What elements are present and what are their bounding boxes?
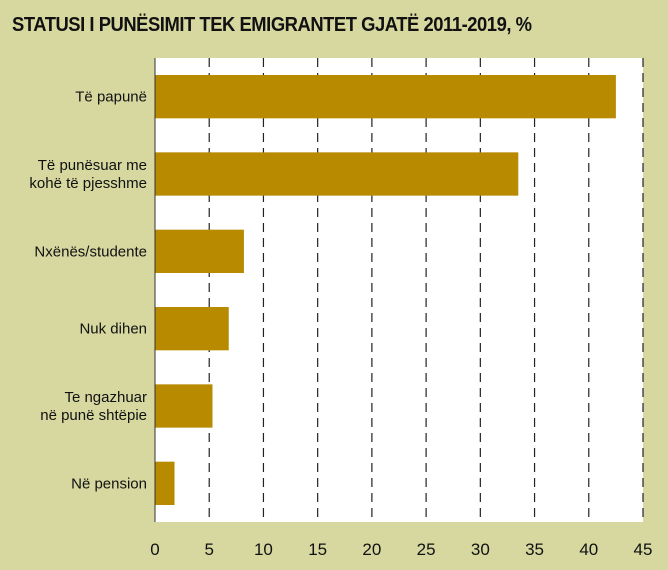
bar [155, 75, 616, 119]
bars [155, 75, 616, 505]
x-tick-label: 0 [150, 540, 159, 559]
x-tick-label: 20 [362, 540, 381, 559]
category-label: Në pension [71, 475, 147, 492]
bar [155, 307, 229, 351]
category-label: Të papunë [75, 89, 147, 106]
category-label: Të punësuar me kohë të pjesshme [29, 157, 147, 192]
chart-title: STATUSI I PUNËSIMIT TEK EMIGRANTET GJATË… [12, 14, 532, 36]
x-tick-label: 40 [579, 540, 598, 559]
bar [155, 229, 244, 273]
x-tick-label: 30 [471, 540, 490, 559]
bar [155, 461, 175, 505]
x-tick-label: 35 [525, 540, 544, 559]
bar [155, 152, 519, 196]
x-tick-label: 10 [254, 540, 273, 559]
category-labels: Të papunë Të punësuar me kohë të pjesshme N… [29, 89, 147, 493]
grid-lines [208, 58, 644, 522]
category-label: Nuk dihen [79, 321, 147, 338]
x-tick-label: 15 [308, 540, 327, 559]
x-tick-label: 5 [204, 540, 213, 559]
x-axis-ticks: 0 5 10 15 20 25 30 35 40 45 [150, 540, 652, 559]
x-tick-label: 45 [634, 540, 653, 559]
category-label: Te ngazhuar në punë shtëpie [40, 389, 147, 424]
plot-area [155, 58, 643, 522]
x-tick-label: 25 [417, 540, 436, 559]
category-label: Nxënës/studente [34, 243, 147, 260]
bar [155, 384, 213, 428]
